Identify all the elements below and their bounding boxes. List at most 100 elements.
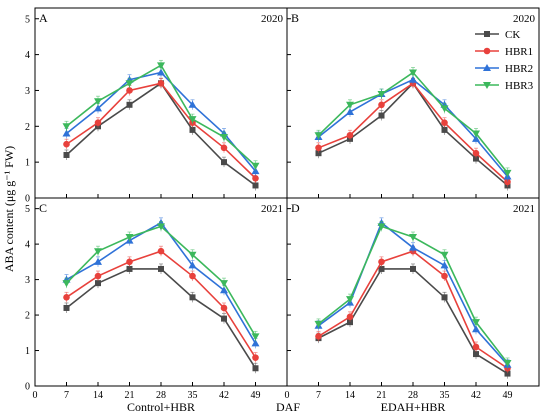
legend-label: CK	[505, 29, 520, 41]
y-tick-label: 5	[25, 14, 30, 25]
data-point	[473, 351, 479, 358]
data-point	[440, 261, 449, 269]
data-point	[378, 112, 385, 119]
x-axis-label-center: DAF	[276, 400, 300, 414]
data-point	[63, 151, 70, 158]
data-point	[62, 129, 71, 137]
data-point	[188, 251, 197, 259]
legend-marker	[483, 64, 491, 71]
data-point	[472, 149, 480, 157]
series-hbr3	[314, 67, 512, 178]
panel-b: B 2020	[286, 7, 540, 199]
data-point	[409, 243, 417, 251]
data-point	[220, 280, 228, 288]
panel-year: 2020	[261, 13, 284, 25]
data-point	[314, 132, 323, 140]
y-tick-label: 3	[25, 86, 30, 97]
x-tick-label: 42	[471, 390, 481, 401]
panel-year: 2020	[513, 13, 536, 25]
data-point	[315, 144, 322, 152]
panel-c: 0 7 14 21 28 35 42 49 0 1 2 3 4 5 C 2021	[25, 197, 288, 401]
data-point	[346, 101, 354, 109]
data-point	[378, 265, 385, 272]
data-point	[125, 80, 134, 88]
data-point	[220, 304, 228, 312]
panel-letter: C	[39, 201, 47, 215]
data-point	[410, 265, 416, 272]
data-point	[221, 315, 227, 322]
data-point	[189, 272, 196, 280]
data-point	[377, 223, 386, 231]
series-hbr1	[63, 245, 259, 363]
data-point	[472, 325, 480, 333]
data-point	[221, 159, 227, 166]
x-tick-label: 0	[33, 390, 38, 401]
data-point	[126, 87, 133, 94]
data-point	[409, 75, 417, 83]
legend-label: HBR3	[505, 80, 534, 92]
data-point	[252, 182, 259, 189]
x-tick-label: 7	[64, 390, 69, 401]
data-point	[473, 155, 479, 162]
y-tick-label: 4	[25, 50, 30, 61]
data-point	[63, 294, 70, 301]
x-tick-label: 35	[440, 390, 450, 401]
panel-frame	[34, 7, 288, 199]
x-tick-label: 0	[285, 390, 290, 401]
data-point	[409, 69, 417, 77]
data-point	[94, 257, 102, 265]
x-tick-label: 28	[408, 390, 418, 401]
data-point	[220, 144, 228, 152]
y-tick-label: 1	[25, 158, 30, 169]
legend-label: HBR1	[505, 46, 533, 58]
data-point	[346, 107, 354, 115]
data-point	[251, 339, 260, 347]
legend-entry-hbr3: HBR3	[475, 80, 534, 92]
series-hbr3	[62, 59, 260, 171]
data-point	[188, 261, 197, 269]
x-axis-label-left: Control+HBR	[127, 400, 195, 414]
y-tick-label: 0	[25, 194, 30, 205]
y-tick-label: 1	[25, 346, 30, 357]
data-point	[346, 313, 354, 321]
legend-entry-ck: CK	[475, 29, 520, 41]
data-point	[472, 343, 480, 351]
data-point	[441, 126, 448, 133]
data-point	[441, 119, 448, 127]
data-point	[158, 265, 164, 272]
data-point	[346, 131, 354, 139]
y-tick-label: 0	[25, 382, 30, 393]
series-line	[66, 221, 257, 344]
x-axis-label-right: EDAH+HBR	[381, 400, 446, 414]
data-point	[220, 286, 228, 294]
data-point	[472, 319, 480, 327]
x-tick-label: 14	[345, 390, 355, 401]
series-line	[318, 268, 508, 375]
series-hbr1	[315, 77, 511, 187]
panel-letter: A	[39, 11, 48, 25]
data-point	[157, 62, 165, 70]
data-point	[441, 272, 448, 280]
data-point	[157, 68, 165, 76]
panel-year: 2021	[513, 203, 535, 215]
data-point	[440, 105, 449, 113]
data-point	[347, 319, 353, 326]
x-tick-label: 21	[377, 390, 387, 401]
data-point	[188, 116, 197, 124]
y-axis-label: ABA content (μg g⁻¹ FW)	[2, 146, 16, 272]
data-point	[252, 365, 259, 372]
data-point	[157, 79, 165, 87]
series-ck	[315, 77, 511, 191]
data-point	[251, 162, 260, 170]
x-tick-label: 7	[316, 390, 321, 401]
data-point	[126, 258, 133, 266]
data-point	[125, 234, 134, 242]
data-point	[63, 304, 70, 311]
panel-d: 0 7 14 21 28 35 42 49 D 2021	[285, 197, 540, 401]
data-point	[409, 234, 417, 242]
data-point	[189, 294, 196, 301]
legend: CK HBR1 HBR2 HBR3	[475, 29, 534, 92]
data-point	[315, 150, 322, 157]
